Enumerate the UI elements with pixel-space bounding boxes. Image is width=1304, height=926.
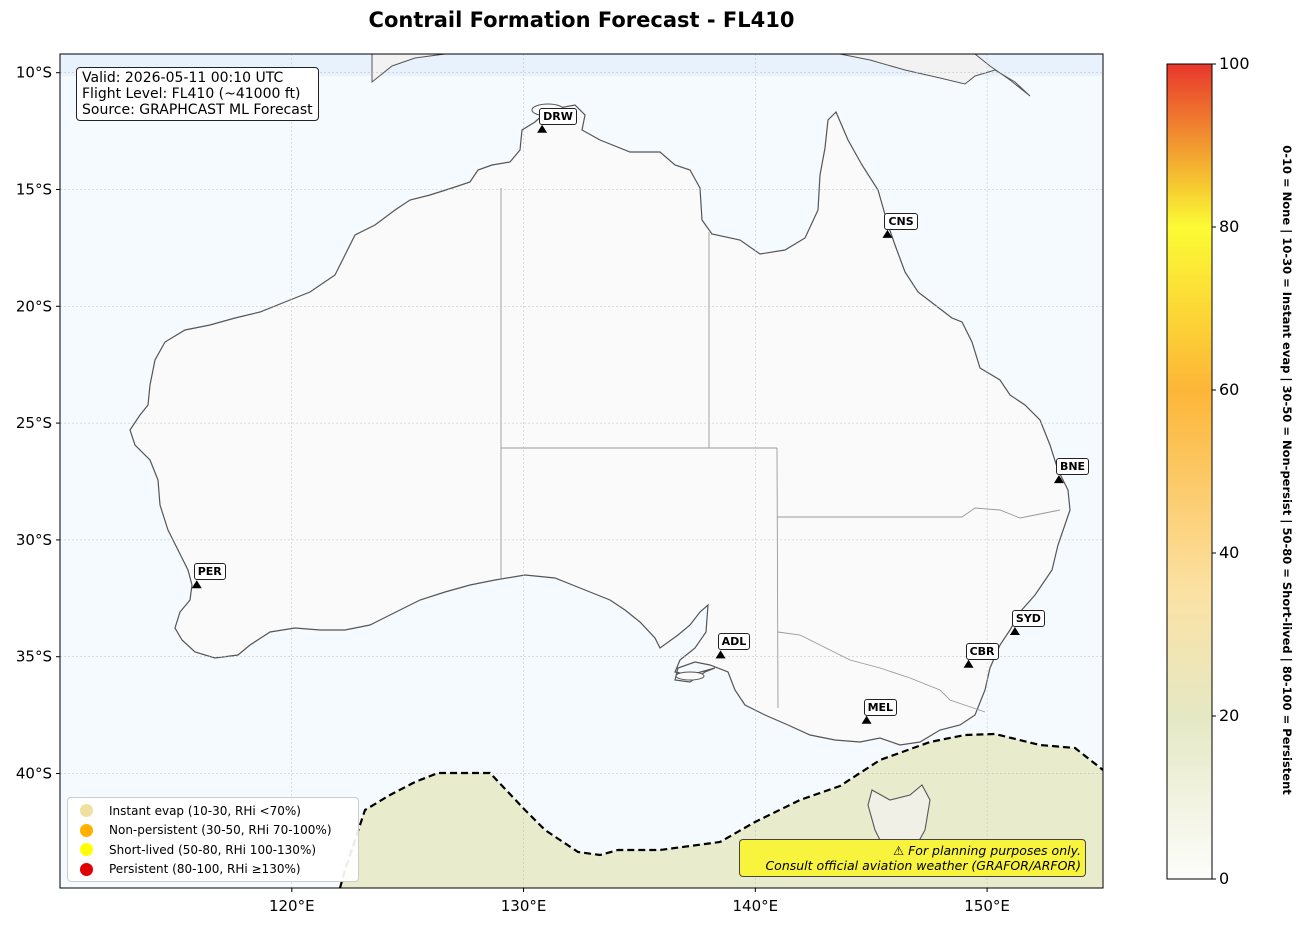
airport-marker-icon xyxy=(1009,627,1020,636)
new-guinea xyxy=(371,54,446,84)
lon-tick-label: 140°E xyxy=(733,897,779,915)
airport-marker-icon xyxy=(882,229,893,238)
legend-swatch xyxy=(80,862,93,876)
lat-tick-label: 10°S xyxy=(16,64,52,82)
chart-title: Contrail Formation Forecast - FL410 xyxy=(368,8,795,32)
contrail-boundary xyxy=(338,732,1103,888)
colorbar-tick-label: 60 xyxy=(1219,380,1240,399)
legend-item: Non-persistent (30-50, RHi 70-100%) xyxy=(68,821,358,841)
airport-label-bne: BNE xyxy=(1055,458,1090,476)
lon-axis: 120°E 130°E 140°E 150°E xyxy=(269,888,1010,915)
colorbar-tick-label: 80 xyxy=(1219,217,1240,236)
top-band xyxy=(60,54,1103,76)
airport-label-drw: DRW xyxy=(539,107,577,125)
airport-marker-icon xyxy=(715,650,726,659)
legend-label: Instant evap (10-30, RHi <70%) xyxy=(109,803,301,818)
legend-label: Persistent (80-100, RHi ≥130%) xyxy=(109,862,301,877)
airport-markers xyxy=(191,124,1064,724)
legend: Instant evap (10-30, RHi <70%) Non-persi… xyxy=(67,797,359,882)
forecast-source: Source: GRAPHCAST ML Forecast xyxy=(82,102,313,118)
valid-time: Valid: 2026-05-11 00:10 UTC xyxy=(82,70,284,86)
legend-item: Persistent (80-100, RHi ≥130%) xyxy=(68,860,358,880)
lat-tick-label: 40°S xyxy=(16,765,52,783)
airport-marker-icon xyxy=(861,715,872,724)
info-box: Valid: 2026-05-11 00:10 UTC Flight Level… xyxy=(76,67,319,121)
airport-marker-icon xyxy=(537,124,548,133)
airport-marker-icon xyxy=(963,659,974,668)
airport-label-per: PER xyxy=(193,563,226,581)
lat-tick-label: 25°S xyxy=(16,414,52,432)
kangaroo-island xyxy=(675,671,705,681)
disclaimer-line: ⚠ For planning purposes only. xyxy=(893,843,1081,858)
airport-marker-icon xyxy=(191,580,202,589)
lat-tick-label: 20°S xyxy=(16,297,52,315)
australia-mainland xyxy=(129,104,1071,746)
map-frame xyxy=(59,53,1104,889)
lat-tick-label: 15°S xyxy=(16,180,52,198)
lon-tick-label: 130°E xyxy=(501,897,547,915)
airport-label-syd: SYD xyxy=(1011,610,1045,628)
legend-swatch xyxy=(80,823,93,837)
airport-label-cns: CNS xyxy=(884,212,918,230)
legend-swatch xyxy=(80,804,93,818)
legend-item: Instant evap (10-30, RHi <70%) xyxy=(68,801,358,821)
legend-label: Non-persistent (30-50, RHi 70-100%) xyxy=(109,823,332,838)
lon-tick-label: 150°E xyxy=(964,897,1010,915)
legend-label: Short-lived (50-80, RHi 100-130%) xyxy=(109,842,317,857)
airport-label-mel: MEL xyxy=(863,698,898,716)
lat-tick-label: 35°S xyxy=(16,648,52,666)
colorbar-tick-label: 20 xyxy=(1219,706,1240,725)
legend-item: Short-lived (50-80, RHi 100-130%) xyxy=(68,840,358,860)
state-borders xyxy=(500,188,1061,713)
disclaimer-line: Consult official aviation weather (GRAFO… xyxy=(765,858,1081,873)
flight-level: Flight Level: FL410 (~41000 ft) xyxy=(82,86,301,102)
colorbar-label: 0-10 = None | 10-30 = Instant evap | 30-… xyxy=(1280,145,1294,795)
colorbar-ticks xyxy=(1212,63,1216,880)
disclaimer-box: ⚠ For planning purposes only. Consult of… xyxy=(739,839,1086,877)
papua xyxy=(839,54,1031,97)
colorbar-tick-label: 40 xyxy=(1219,543,1240,562)
legend-swatch xyxy=(80,843,93,857)
colorbar xyxy=(1166,63,1213,880)
airport-label-cbr: CBR xyxy=(965,642,999,660)
lat-tick-label: 30°S xyxy=(16,531,52,549)
airport-marker-icon xyxy=(1053,475,1064,484)
airport-label-adl: ADL xyxy=(717,633,751,651)
colorbar-tick-label: 100 xyxy=(1219,54,1250,73)
colorbar-tick-label: 0 xyxy=(1219,869,1230,888)
lon-tick-label: 120°E xyxy=(269,897,315,915)
lat-axis: 10°S 15°S 20°S 25°S 30°S 35°S 40°S xyxy=(16,64,60,783)
